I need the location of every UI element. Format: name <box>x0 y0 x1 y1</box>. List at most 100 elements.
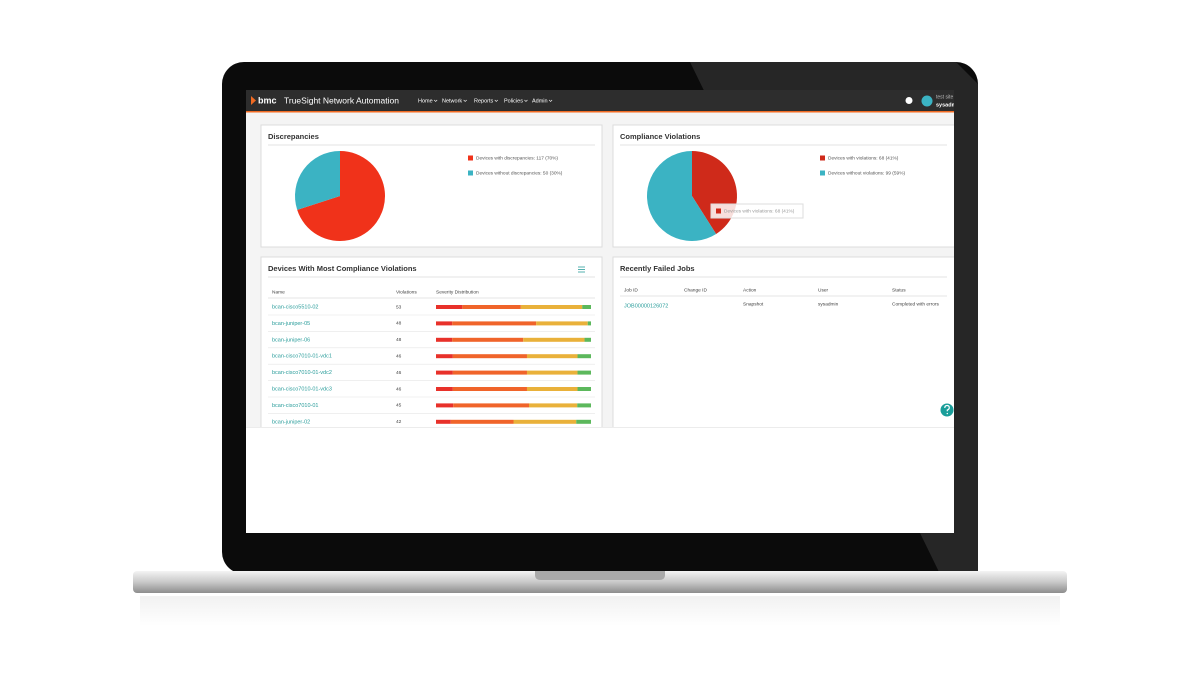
tooltip <box>710 203 804 219</box>
menu-item[interactable]: Admin <box>532 98 548 104</box>
device-link[interactable]: bcan-juniper-06 <box>272 337 310 343</box>
job-cell: sysadmin <box>818 301 839 307</box>
user-site: test site <box>936 94 953 100</box>
severity-segment <box>436 321 453 326</box>
severity-segment <box>526 370 578 375</box>
column-header: Severity Distribution <box>436 289 479 295</box>
severity-segment <box>577 403 591 408</box>
severity-segment <box>576 419 591 424</box>
job-cell: Snapshot <box>743 301 764 307</box>
menu-item[interactable]: Policies <box>504 98 523 104</box>
legend-label: Devices with violations: 68 (41%) <box>828 155 899 161</box>
list-icon[interactable] <box>578 266 585 273</box>
column-header: Status <box>892 287 906 293</box>
legend-label: Devices with discrepancies: 117 (70%) <box>476 155 558 161</box>
base-reflection <box>140 596 1060 626</box>
menu-caret <box>433 99 438 102</box>
top-bar <box>246 90 954 111</box>
severity-segment <box>462 305 521 309</box>
severity-segment <box>436 403 454 408</box>
logo-mark <box>251 96 256 105</box>
avatar[interactable] <box>921 95 933 107</box>
severity-segment <box>452 337 524 342</box>
violation-count: 42 <box>396 419 402 425</box>
severity-segment <box>526 354 578 359</box>
severity-segment <box>452 387 527 391</box>
logo: bmc <box>258 95 277 105</box>
menu-caret <box>463 99 467 102</box>
device-link[interactable]: bcan-cisco7010-01-vdc3 <box>272 386 332 392</box>
base-notch <box>535 571 665 580</box>
legend-swatch <box>468 155 473 161</box>
violation-count: 46 <box>396 370 402 376</box>
product-name: TrueSight Network Automation <box>284 95 399 105</box>
severity-segment <box>436 337 453 342</box>
severity-segment <box>529 403 578 408</box>
violation-count: 45 <box>396 403 402 409</box>
severity-segment <box>520 305 583 309</box>
legend-label: Devices without violations: 99 (59%) <box>828 170 905 176</box>
severity-segment <box>450 419 514 424</box>
violation-count: 48 <box>396 321 402 327</box>
panel-title: Discrepancies <box>268 132 319 141</box>
severity-segment <box>582 305 591 309</box>
severity-segment <box>452 370 527 375</box>
panel <box>260 256 603 427</box>
menu-item[interactable]: Network <box>442 98 462 104</box>
severity-segment <box>523 337 585 342</box>
job-cell: Completed with errors <box>892 301 940 307</box>
menu-caret <box>494 99 498 102</box>
column-header: Job ID <box>624 287 638 293</box>
legend-label: Devices without discrepancies: 50 (30%) <box>476 170 563 176</box>
dashboard: bmc TrueSight Network Automation test si… <box>246 90 962 427</box>
severity-segment <box>436 305 463 309</box>
menu-item[interactable]: Home <box>418 98 433 104</box>
top-bar-accent <box>246 111 954 113</box>
legend-swatch <box>468 170 473 176</box>
device-link[interactable]: bcan-cisco7010-01 <box>272 403 318 409</box>
laptop-base <box>133 571 1067 593</box>
device-link[interactable]: bcan-cisco5510-02 <box>272 304 318 310</box>
tooltip-swatch <box>716 208 721 214</box>
help-glyph <box>944 404 950 412</box>
panel <box>612 256 954 427</box>
device-link[interactable]: bcan-juniper-02 <box>272 419 310 425</box>
violation-count: 53 <box>396 304 402 310</box>
device-link[interactable]: bcan-cisco7010-01-vdc1 <box>272 354 332 360</box>
panel-title: Compliance Violations <box>620 132 700 141</box>
severity-segment <box>587 321 591 326</box>
job-link[interactable]: JOB00000126072 <box>624 303 668 309</box>
severity-segment <box>436 419 451 424</box>
severity-segment <box>436 387 453 391</box>
panel-title: Devices With Most Compliance Violations <box>268 264 417 273</box>
legend-swatch <box>820 155 825 161</box>
column-header: Change ID <box>684 287 707 293</box>
device-link[interactable]: bcan-cisco7010-01-vdc2 <box>272 370 332 376</box>
menu-caret <box>524 99 528 102</box>
violation-count: 48 <box>396 337 402 343</box>
user-name: sysadmin <box>936 102 962 108</box>
pie-slice <box>647 151 717 241</box>
severity-segment <box>452 354 527 359</box>
column-header: User <box>818 287 829 293</box>
menu-item[interactable]: Reports <box>474 98 494 104</box>
legend-swatch <box>820 170 825 176</box>
menu-caret <box>548 99 553 102</box>
severity-segment <box>436 370 453 375</box>
help-glyph-dot <box>946 412 948 415</box>
column-header: Violations <box>396 289 417 295</box>
severity-segment <box>536 321 588 326</box>
column-header: Action <box>743 287 757 293</box>
device-link[interactable]: bcan-juniper-05 <box>272 321 310 327</box>
violation-count: 46 <box>396 353 402 359</box>
severity-segment <box>577 387 591 391</box>
severity-segment <box>436 354 453 359</box>
pie-slice <box>295 151 340 210</box>
severity-segment <box>453 403 529 408</box>
severity-segment <box>452 321 537 326</box>
help-icon[interactable] <box>905 97 913 104</box>
severity-segment <box>526 387 578 391</box>
severity-segment <box>513 419 577 424</box>
pie-slice <box>297 151 385 241</box>
